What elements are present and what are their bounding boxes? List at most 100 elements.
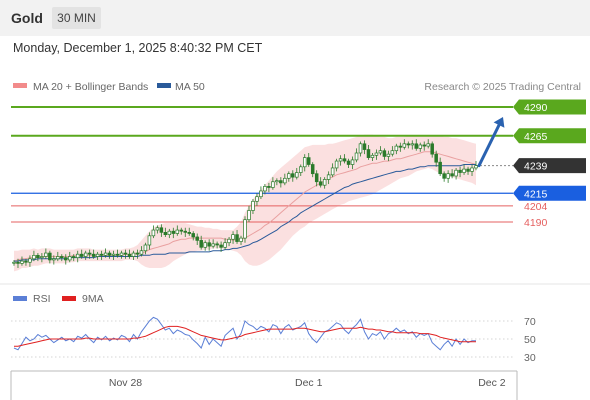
candle-body (203, 242, 207, 248)
candle-body (28, 258, 32, 263)
candle-body (32, 255, 36, 260)
candle-body (123, 252, 128, 255)
candle-body (434, 153, 438, 163)
time-tick-nov-28: Nov 28 (109, 377, 142, 389)
rsi-tick-50: 50 (524, 334, 536, 346)
candle-body (227, 238, 231, 244)
candle-body (155, 227, 160, 231)
price-badge-text-4290: 4290 (524, 102, 548, 114)
candle-body (271, 181, 275, 188)
candle-body (71, 256, 76, 258)
candle-body (402, 143, 407, 148)
candle-body (111, 253, 116, 256)
candle-body (306, 157, 311, 165)
candle-body (287, 173, 291, 179)
candle-body (107, 252, 112, 256)
candle-body (48, 252, 52, 261)
rsi-legend-swatch (13, 296, 27, 301)
candle-body (91, 253, 96, 257)
timeframe-button[interactable]: 30 MIN (52, 7, 101, 29)
candle-body (40, 256, 44, 258)
candle-body (135, 252, 140, 255)
candle-body (187, 232, 191, 234)
candle-body (406, 143, 411, 146)
candle-body (446, 173, 450, 179)
candle-body (131, 252, 136, 257)
candle-body (358, 143, 363, 154)
price-label-4204: 4204 (524, 201, 548, 213)
candle-body (326, 174, 331, 180)
credit-label: Research © 2025 Trading Central (424, 81, 581, 93)
top-bar: Gold 30 MIN (0, 0, 590, 36)
candle-body (342, 158, 347, 162)
candle-body (334, 160, 339, 169)
candle-body (474, 165, 478, 169)
candle-body (382, 150, 387, 157)
candle-body (338, 158, 343, 162)
ma9-legend-swatch (62, 296, 76, 301)
candle-body (159, 227, 164, 233)
candle-body (350, 159, 355, 165)
bb-legend-label: MA 20 + Bollinger Bands (33, 81, 148, 93)
candle-body (52, 258, 56, 261)
candle-body (318, 181, 323, 186)
candle-body (215, 243, 219, 246)
symbol-title: Gold (11, 10, 43, 26)
candle-body (442, 173, 446, 179)
price-levels-group (11, 106, 513, 223)
time-tick-dec-1: Dec 1 (295, 377, 323, 389)
candle-body (370, 154, 375, 158)
candle-body (36, 255, 40, 259)
candle-body (79, 253, 84, 257)
rsi-line (13, 316, 476, 351)
candles-group (12, 139, 478, 268)
candle-body (410, 143, 415, 146)
ma50-legend-swatch (157, 83, 171, 88)
candle-body (199, 240, 203, 248)
rsi-legend-label: RSI (33, 293, 51, 305)
candle-body (127, 253, 132, 257)
candle-body (255, 196, 259, 202)
candle-body (191, 233, 195, 238)
candle-body (243, 219, 247, 239)
candle-body (87, 252, 92, 255)
candle-body (263, 186, 267, 192)
candle-body (247, 210, 251, 221)
rsi-ma9-line (14, 325, 476, 347)
candle-body (470, 167, 474, 172)
candle-body (462, 168, 466, 173)
price-label-4190: 4190 (524, 217, 548, 229)
ma50-legend-label: MA 50 (175, 81, 205, 93)
price-badge-text-4215: 4215 (524, 188, 548, 200)
candle-body (414, 143, 419, 149)
datetime-label: Monday, December 1, 2025 8:40:32 PM CET (13, 41, 263, 55)
candle-body (44, 252, 48, 257)
candle-body (143, 244, 148, 252)
candle-body (195, 236, 199, 241)
candle-body (310, 164, 315, 175)
time-axis-group: Nov 28 Dec 1 Dec 2 (10, 370, 518, 400)
rsi-tick-70: 70 (524, 316, 536, 328)
candle-body (295, 172, 299, 178)
candle-body (163, 232, 168, 236)
candle-body (12, 261, 16, 264)
candle-body (103, 252, 108, 256)
candle-body (322, 179, 327, 186)
candle-body (68, 256, 72, 261)
candle-body (171, 230, 176, 234)
candle-body (239, 237, 243, 242)
candle-body (314, 173, 319, 183)
candle-body (299, 166, 303, 173)
candle-body (386, 153, 391, 157)
candle-body (354, 152, 359, 161)
candle-body (346, 160, 351, 165)
candle-body (179, 229, 184, 232)
time-tick-dec-2: Dec 2 (478, 377, 506, 389)
candle-body (330, 167, 335, 176)
price-badge-4265 (513, 128, 586, 144)
candle-body (211, 243, 215, 247)
price-badge-4239 (513, 158, 586, 174)
candle-body (56, 256, 60, 260)
candle-body (207, 242, 211, 247)
